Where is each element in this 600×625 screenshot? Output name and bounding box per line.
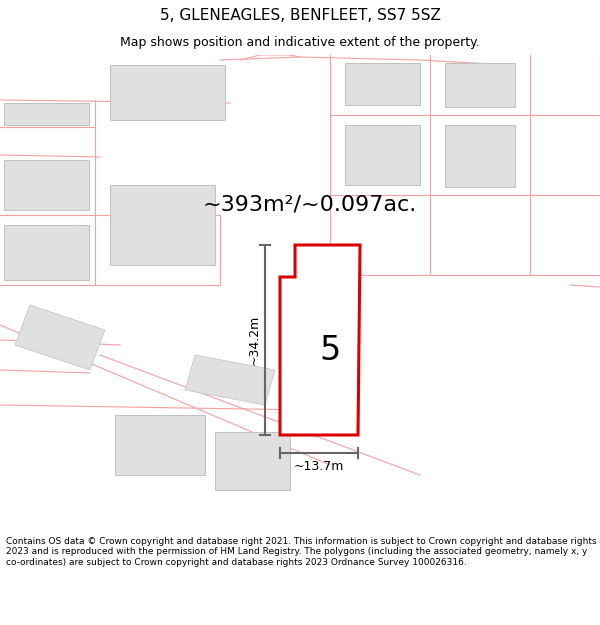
Bar xyxy=(4,160,89,210)
Bar xyxy=(110,185,215,265)
Bar xyxy=(110,65,225,120)
Polygon shape xyxy=(280,245,360,435)
Text: Map shows position and indicative extent of the property.: Map shows position and indicative extent… xyxy=(120,36,480,49)
Bar xyxy=(4,225,89,280)
Polygon shape xyxy=(15,305,105,370)
Bar xyxy=(4,103,89,125)
Bar xyxy=(345,63,420,105)
Bar xyxy=(345,125,420,185)
Bar xyxy=(445,63,515,107)
Text: 5, GLENEAGLES, BENFLEET, SS7 5SZ: 5, GLENEAGLES, BENFLEET, SS7 5SZ xyxy=(160,8,440,23)
Text: ~13.7m: ~13.7m xyxy=(294,461,344,474)
Text: ~34.2m: ~34.2m xyxy=(248,315,260,365)
Text: 5: 5 xyxy=(319,334,341,366)
Polygon shape xyxy=(285,287,348,370)
Bar xyxy=(115,415,205,475)
Text: ~393m²/~0.097ac.: ~393m²/~0.097ac. xyxy=(203,195,417,215)
Bar xyxy=(215,432,290,490)
Text: Contains OS data © Crown copyright and database right 2021. This information is : Contains OS data © Crown copyright and d… xyxy=(6,537,596,567)
Bar xyxy=(445,125,515,187)
Polygon shape xyxy=(185,355,275,405)
